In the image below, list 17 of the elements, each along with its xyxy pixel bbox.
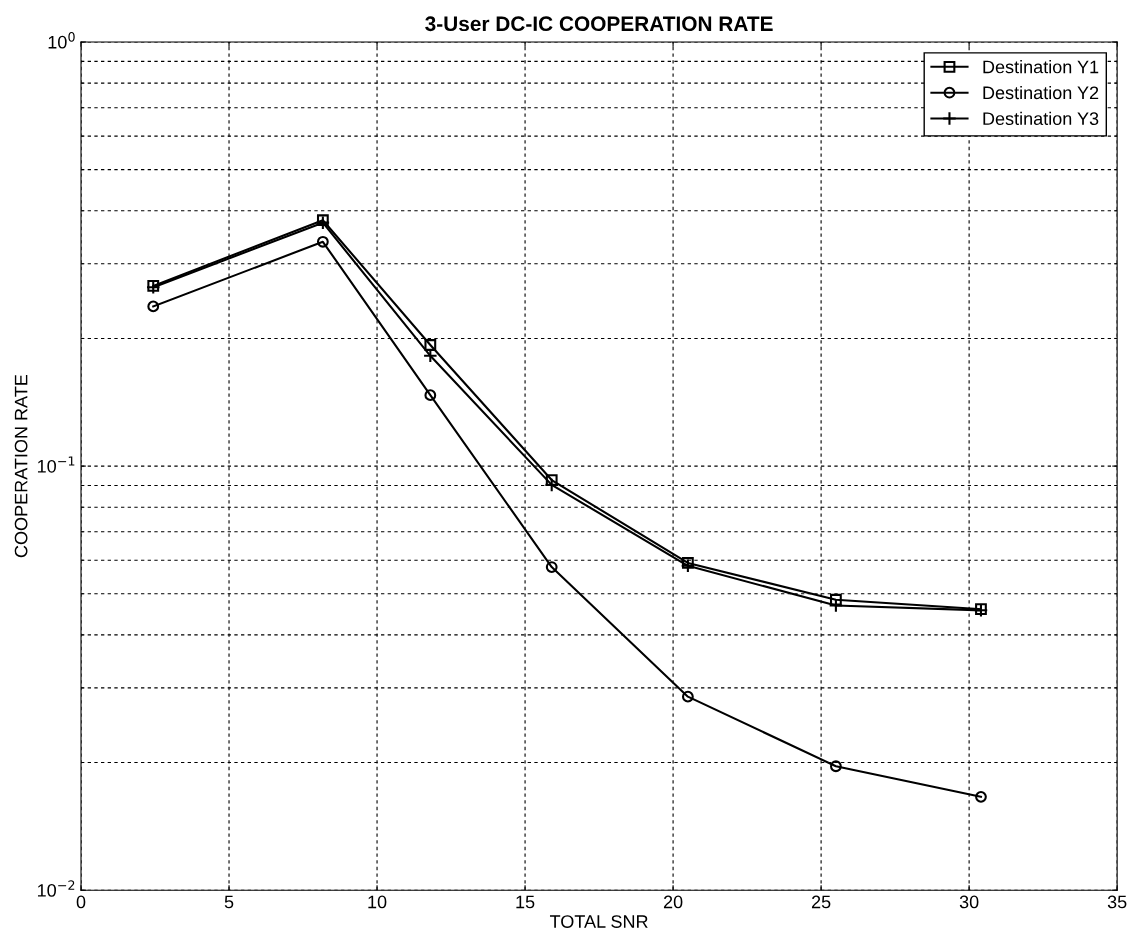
x-tick-label: 30 [959, 895, 979, 909]
x-tick-label: 20 [663, 895, 683, 909]
y-tick-label: 10$^{−1}$ [37, 456, 75, 473]
y-tick-label: 10$^{−2}$ [37, 880, 75, 897]
x-tick-label: 25 [811, 895, 831, 909]
x-tick-label: 15 [516, 895, 535, 909]
x-axis-title: TOTAL SNR [549, 915, 648, 928]
chart-title: 3-User DC-IC COOPERATION RATE [425, 16, 773, 32]
x-tick-label: 10 [368, 895, 387, 909]
legend-label: Destination Y2 [983, 85, 1099, 100]
x-tick-label: 35 [1107, 895, 1127, 909]
legend-label: Destination Y3 [983, 111, 1099, 126]
x-tick-label: 5 [224, 895, 234, 909]
y-axis-title: COOPERATION RATE [14, 374, 28, 558]
legend-label: Destination Y1 [983, 60, 1099, 74]
x-tick-label: 0 [76, 895, 86, 909]
y-tick-label: 10$^{0}$ [48, 32, 75, 49]
